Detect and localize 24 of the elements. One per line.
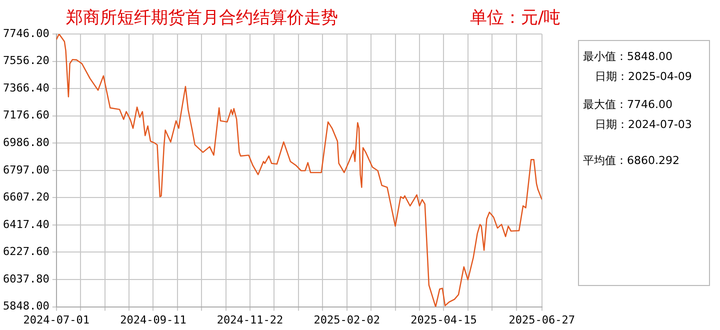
text: 最小值：5848.00 — [583, 49, 674, 65]
text: 日期：2025-04-09 — [594, 69, 693, 85]
y-tick-label: 7366.40 — [3, 81, 50, 94]
chart-title: 郑商所短纤期货首月合约结算价走势 — [66, 7, 338, 29]
y-tick-label: 6797.00 — [3, 163, 50, 176]
text: 日期：2024-07-03 — [594, 117, 693, 133]
text: 最大值：7746.00 — [583, 97, 674, 113]
y-tick-label: 6417.40 — [3, 218, 50, 231]
x-tick-label: 2024-09-11 — [120, 313, 186, 326]
y-tick-label: 7556.20 — [3, 54, 50, 68]
x-tick-label: 2025-04-15 — [410, 313, 477, 326]
x-tick-label: 2024-07-01 — [23, 313, 90, 326]
y-tick-label: 6227.60 — [3, 245, 50, 258]
y-tick-label: 6037.80 — [3, 272, 50, 286]
y-tick-label: 5848.00 — [3, 300, 50, 313]
x-tick-label: 2024-11-22 — [216, 313, 284, 326]
y-tick-label: 7176.60 — [3, 108, 50, 122]
text: 平均值：6860.292 — [583, 153, 680, 169]
y-tick-label: 7746.00 — [3, 26, 50, 40]
x-tick-label: 2025-02-02 — [314, 313, 380, 326]
y-tick-label: 6607.20 — [3, 190, 50, 204]
y-tick-label: 6986.80 — [3, 136, 50, 149]
x-tick-label: 2025-06-27 — [508, 313, 576, 326]
chart-subtitle: 单位：元/吨 — [470, 7, 561, 29]
